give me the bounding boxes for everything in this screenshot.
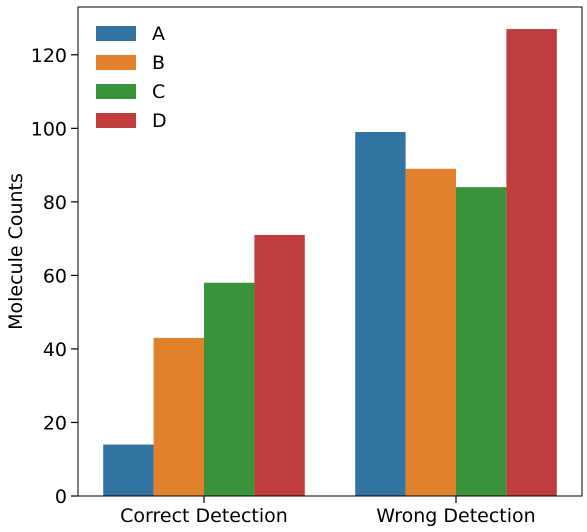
bar-b-wrong — [405, 168, 456, 497]
y-tick-label: 0 — [55, 486, 67, 508]
legend-label-a: A — [152, 23, 165, 45]
bar-d-wrong — [506, 29, 557, 496]
legend-label-b: B — [152, 52, 165, 74]
legend-swatch-b — [96, 55, 136, 70]
y-tick-label: 120 — [31, 45, 67, 67]
plot-frame — [77, 6, 583, 497]
y-tick-label: 80 — [43, 192, 67, 214]
x-tick-label: Wrong Detection — [376, 505, 535, 527]
y-tick-label: 40 — [43, 339, 67, 361]
bar-b-correct — [153, 337, 204, 496]
legend-label-c: C — [152, 81, 165, 103]
bar-c-correct — [204, 282, 255, 496]
bars-group — [103, 29, 557, 497]
bar-c-wrong — [456, 187, 507, 496]
legend-swatch-a — [96, 26, 136, 41]
y-tick-label: 60 — [43, 265, 67, 287]
x-axis: Correct Detection Wrong Detection — [120, 496, 536, 527]
y-tick-label: 20 — [43, 412, 67, 434]
legend-swatch-d — [96, 113, 136, 128]
x-tick-label: Correct Detection — [120, 505, 288, 527]
bar-a-correct — [103, 444, 154, 496]
y-axis: 0 20 40 60 80 100 120 — [31, 45, 78, 508]
bar-a-wrong — [355, 132, 406, 497]
y-tick-label: 100 — [31, 118, 67, 140]
bar-d-correct — [254, 234, 305, 496]
y-axis-label: Molecule Counts — [5, 173, 27, 330]
legend-label-d: D — [152, 110, 167, 132]
legend-swatch-c — [96, 84, 136, 99]
